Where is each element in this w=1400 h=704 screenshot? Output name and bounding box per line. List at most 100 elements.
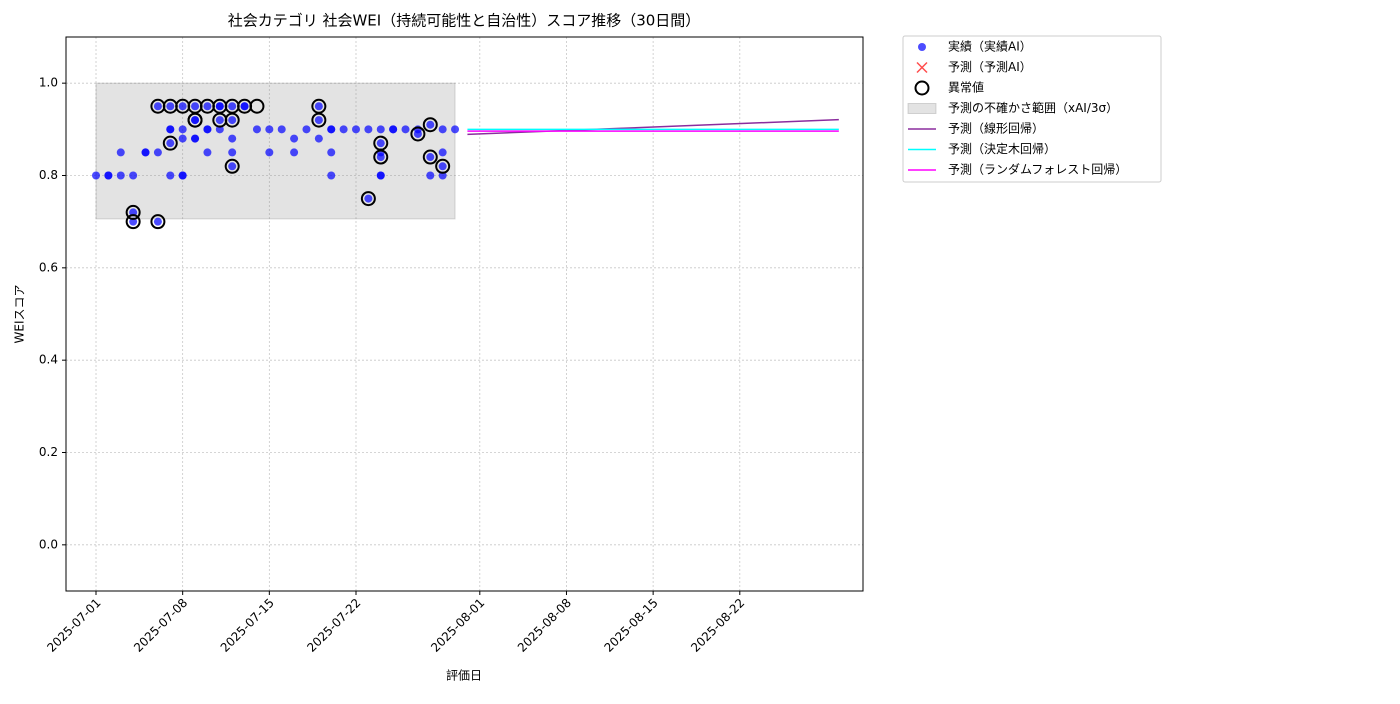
point bbox=[376, 139, 385, 148]
point bbox=[187, 112, 203, 128]
point bbox=[252, 125, 261, 134]
legend-box bbox=[902, 35, 1162, 183]
y-tick-label: 0.0 bbox=[39, 537, 58, 551]
point bbox=[215, 102, 224, 111]
legend-label: 予測の不確かさ範囲（xAI/3σ） bbox=[948, 100, 1118, 115]
point bbox=[327, 125, 336, 134]
point bbox=[389, 125, 398, 134]
point bbox=[191, 116, 200, 125]
point bbox=[314, 102, 323, 111]
point bbox=[426, 153, 435, 162]
y-axis-label: WEIスコア bbox=[13, 285, 27, 344]
point bbox=[224, 158, 240, 174]
legend-label: 予測（決定木回帰） bbox=[948, 141, 1056, 156]
x-tick-label: 2025-07-22 bbox=[304, 596, 363, 655]
point bbox=[150, 214, 166, 230]
point bbox=[203, 148, 212, 157]
chart-title: 社会カテゴリ 社会WEI（持続可能性と自治性）スコア推移（30日間） bbox=[228, 12, 701, 30]
y-tick-label: 0.8 bbox=[39, 168, 58, 182]
point bbox=[327, 171, 336, 180]
point bbox=[125, 204, 141, 220]
legend-marker bbox=[918, 43, 926, 51]
point bbox=[240, 102, 249, 111]
point bbox=[277, 125, 286, 134]
point bbox=[228, 116, 237, 125]
point bbox=[376, 171, 385, 180]
y-tick-label: 0.6 bbox=[39, 260, 58, 274]
point bbox=[422, 149, 438, 165]
point bbox=[438, 125, 447, 134]
point bbox=[166, 125, 175, 134]
point bbox=[228, 148, 237, 157]
point bbox=[438, 148, 447, 157]
legend-label: 予測（予測AI） bbox=[948, 60, 1032, 74]
point bbox=[215, 116, 224, 125]
point bbox=[290, 148, 299, 157]
point bbox=[178, 102, 187, 111]
point bbox=[451, 125, 460, 134]
point bbox=[215, 125, 224, 134]
x-tick-label: 2025-07-08 bbox=[131, 596, 190, 655]
point bbox=[178, 171, 187, 180]
legend-label: 予測（ランダムフォレスト回帰） bbox=[948, 162, 1127, 177]
x-tick-label: 2025-07-01 bbox=[44, 596, 103, 655]
point bbox=[426, 120, 435, 129]
prediction-line bbox=[467, 118, 839, 136]
point bbox=[422, 117, 438, 133]
point bbox=[162, 135, 178, 151]
point bbox=[327, 148, 336, 157]
point bbox=[104, 171, 113, 180]
point bbox=[438, 171, 447, 180]
point bbox=[339, 125, 348, 134]
y-tick-label: 1.0 bbox=[39, 76, 58, 90]
x-tick-label: 2025-08-15 bbox=[602, 596, 661, 655]
point bbox=[426, 171, 435, 180]
point bbox=[438, 162, 447, 171]
point bbox=[351, 125, 360, 134]
point bbox=[311, 112, 327, 128]
point bbox=[373, 135, 389, 151]
point bbox=[228, 134, 237, 143]
point bbox=[376, 125, 385, 134]
point bbox=[413, 129, 422, 138]
point bbox=[401, 125, 410, 134]
point bbox=[141, 148, 150, 157]
y-tick-label: 0.2 bbox=[39, 445, 58, 459]
point bbox=[116, 148, 125, 157]
point bbox=[153, 102, 162, 111]
point bbox=[290, 134, 299, 143]
point bbox=[166, 102, 175, 111]
uncertainty-band bbox=[95, 82, 456, 220]
point bbox=[360, 191, 376, 207]
legend-marker bbox=[907, 103, 937, 114]
legend-marker bbox=[916, 61, 928, 74]
point bbox=[203, 125, 212, 134]
point bbox=[364, 194, 373, 203]
point bbox=[178, 134, 187, 143]
point bbox=[265, 148, 274, 157]
plot-frame bbox=[65, 36, 864, 592]
point bbox=[153, 148, 162, 157]
point bbox=[435, 158, 451, 174]
point bbox=[153, 217, 162, 226]
point bbox=[191, 102, 200, 111]
legend-label: 実績（実績AI） bbox=[948, 39, 1032, 54]
point bbox=[265, 125, 274, 134]
point bbox=[228, 102, 237, 111]
point bbox=[249, 98, 265, 114]
x-tick-label: 2025-07-15 bbox=[218, 596, 277, 655]
point bbox=[410, 126, 426, 142]
point bbox=[129, 208, 138, 217]
point bbox=[125, 214, 141, 230]
point bbox=[364, 125, 373, 134]
legend-marker bbox=[914, 80, 930, 96]
point bbox=[203, 102, 212, 111]
point bbox=[129, 217, 138, 226]
point bbox=[302, 125, 311, 134]
legend-label: 予測（線形回帰） bbox=[948, 121, 1044, 136]
point bbox=[129, 171, 138, 180]
x-axis-label: 評価日 bbox=[446, 668, 482, 683]
y-tick-label: 0.4 bbox=[39, 353, 58, 367]
point bbox=[116, 171, 125, 180]
